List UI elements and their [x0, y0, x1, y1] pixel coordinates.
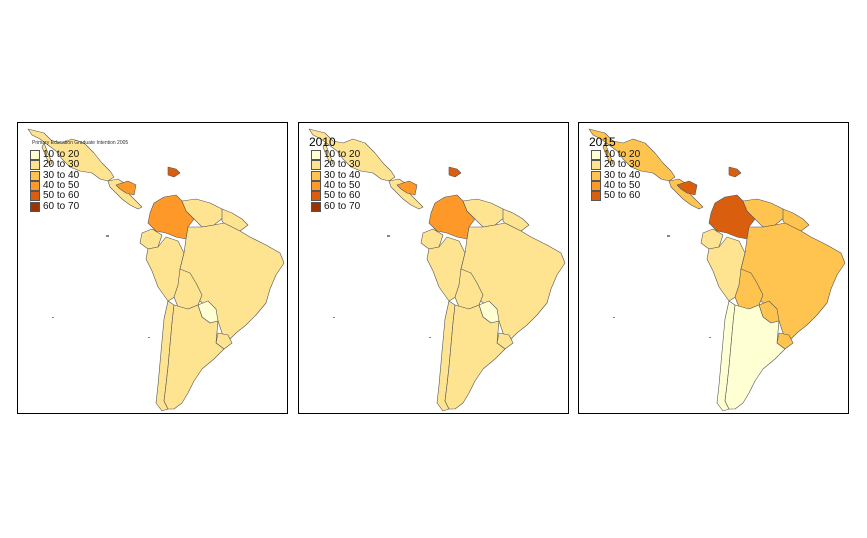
legend-label: 30 to 40 [43, 169, 80, 181]
legend-item: 30 to 40 [311, 169, 361, 181]
legend-label: 40 to 50 [43, 180, 80, 192]
galapagos-islands [387, 235, 390, 237]
map-panel-2015: 2015 10 to 20 20 to 30 30 to 40 40 to 50 50 … [578, 122, 849, 414]
legend-swatch [591, 170, 601, 181]
legend-label: 40 to 50 [604, 180, 641, 192]
legend-label: 50 to 60 [604, 190, 641, 202]
region-nicaragua [115, 180, 137, 196]
pacific-island [333, 317, 335, 318]
panel-title: 2010 [309, 135, 336, 149]
legend-item: 10 to 20 [30, 149, 80, 161]
legend-swatch [591, 181, 601, 192]
legend-swatch [30, 201, 40, 212]
legend-swatch [311, 150, 321, 161]
region-caribbean [728, 166, 742, 178]
legend-label: 40 to 50 [324, 180, 361, 192]
legend-swatch [30, 150, 40, 161]
galapagos-islands [667, 235, 670, 237]
region-argentina [444, 304, 506, 410]
legend-label: 60 to 70 [43, 200, 80, 212]
legend-item: 30 to 40 [591, 169, 641, 181]
legend-item: 20 to 30 [30, 159, 80, 171]
pacific-island [148, 337, 150, 338]
region-venezuela [462, 198, 506, 228]
legend-swatch [311, 181, 321, 192]
legend-item: 60 to 70 [311, 200, 361, 212]
region-nicaragua [676, 180, 698, 196]
legend-items: 10 to 20 20 to 30 30 to 40 40 to 50 50 to 60 [591, 149, 641, 202]
map [308, 128, 566, 412]
region-venezuela [181, 198, 225, 228]
legend-label: 20 to 30 [604, 159, 641, 171]
legend-item: 40 to 50 [311, 180, 361, 192]
legend-label: 20 to 30 [324, 159, 361, 171]
legend-items: 10 to 20 20 to 30 30 to 40 40 to 50 50 to 60… [30, 150, 79, 212]
region-argentina [724, 304, 786, 410]
legend-item: 60 to 70 [30, 200, 80, 212]
legend-label: 20 to 30 [43, 159, 80, 171]
pacific-island [52, 317, 54, 318]
legend-swatch [30, 160, 40, 171]
region-caribbean [167, 166, 181, 178]
map-panel-2005: Primary Education Graduate Intention 200… [17, 122, 288, 414]
legend-title: Primary Education Graduate Intention 200… [32, 140, 129, 146]
legend-item: 50 to 60 [591, 190, 641, 202]
legend-item: 50 to 60 [30, 190, 80, 202]
legend-item: 10 to 20 [591, 149, 641, 161]
map [27, 128, 285, 412]
legend-swatch [591, 191, 601, 202]
galapagos-islands [106, 235, 109, 237]
legend-item: 20 to 30 [311, 159, 361, 171]
region-argentina [163, 304, 225, 410]
map-panel-2010: 2010 10 to 20 20 to 30 30 to 40 40 to 50 50 … [298, 122, 569, 414]
legend-items: 10 to 20 20 to 30 30 to 40 40 to 50 50 to 60… [311, 150, 360, 212]
map [588, 128, 846, 412]
legend-item: 10 to 20 [311, 149, 361, 161]
pacific-island [709, 337, 711, 338]
legend-swatch [591, 160, 601, 171]
region-caribbean [448, 166, 462, 178]
legend-swatch [311, 160, 321, 171]
legend-label: 30 to 40 [604, 169, 641, 181]
legend-swatch [30, 170, 40, 181]
legend-item: 30 to 40 [30, 169, 80, 181]
panel-title: 2015 [589, 135, 616, 149]
legend-label: 10 to 20 [604, 149, 641, 161]
legend-item: 40 to 50 [591, 180, 641, 192]
legend-label: 10 to 20 [324, 149, 361, 161]
legend-label: 50 to 60 [324, 190, 361, 202]
legend-label: 50 to 60 [43, 190, 80, 202]
region-venezuela [742, 198, 786, 228]
legend-item: 50 to 60 [311, 190, 361, 202]
legend-item: 40 to 50 [30, 180, 80, 192]
pacific-island [613, 317, 615, 318]
legend-swatch [311, 201, 321, 212]
legend-label: 60 to 70 [324, 200, 361, 212]
legend-label: 10 to 20 [43, 149, 80, 161]
legend-swatch [591, 150, 601, 161]
legend-swatch [311, 170, 321, 181]
legend-swatch [311, 191, 321, 202]
pacific-island [429, 337, 431, 338]
legend-swatch [30, 181, 40, 192]
legend-item: 20 to 30 [591, 159, 641, 171]
legend-swatch [30, 191, 40, 202]
legend-label: 30 to 40 [324, 169, 361, 181]
region-nicaragua [396, 180, 418, 196]
